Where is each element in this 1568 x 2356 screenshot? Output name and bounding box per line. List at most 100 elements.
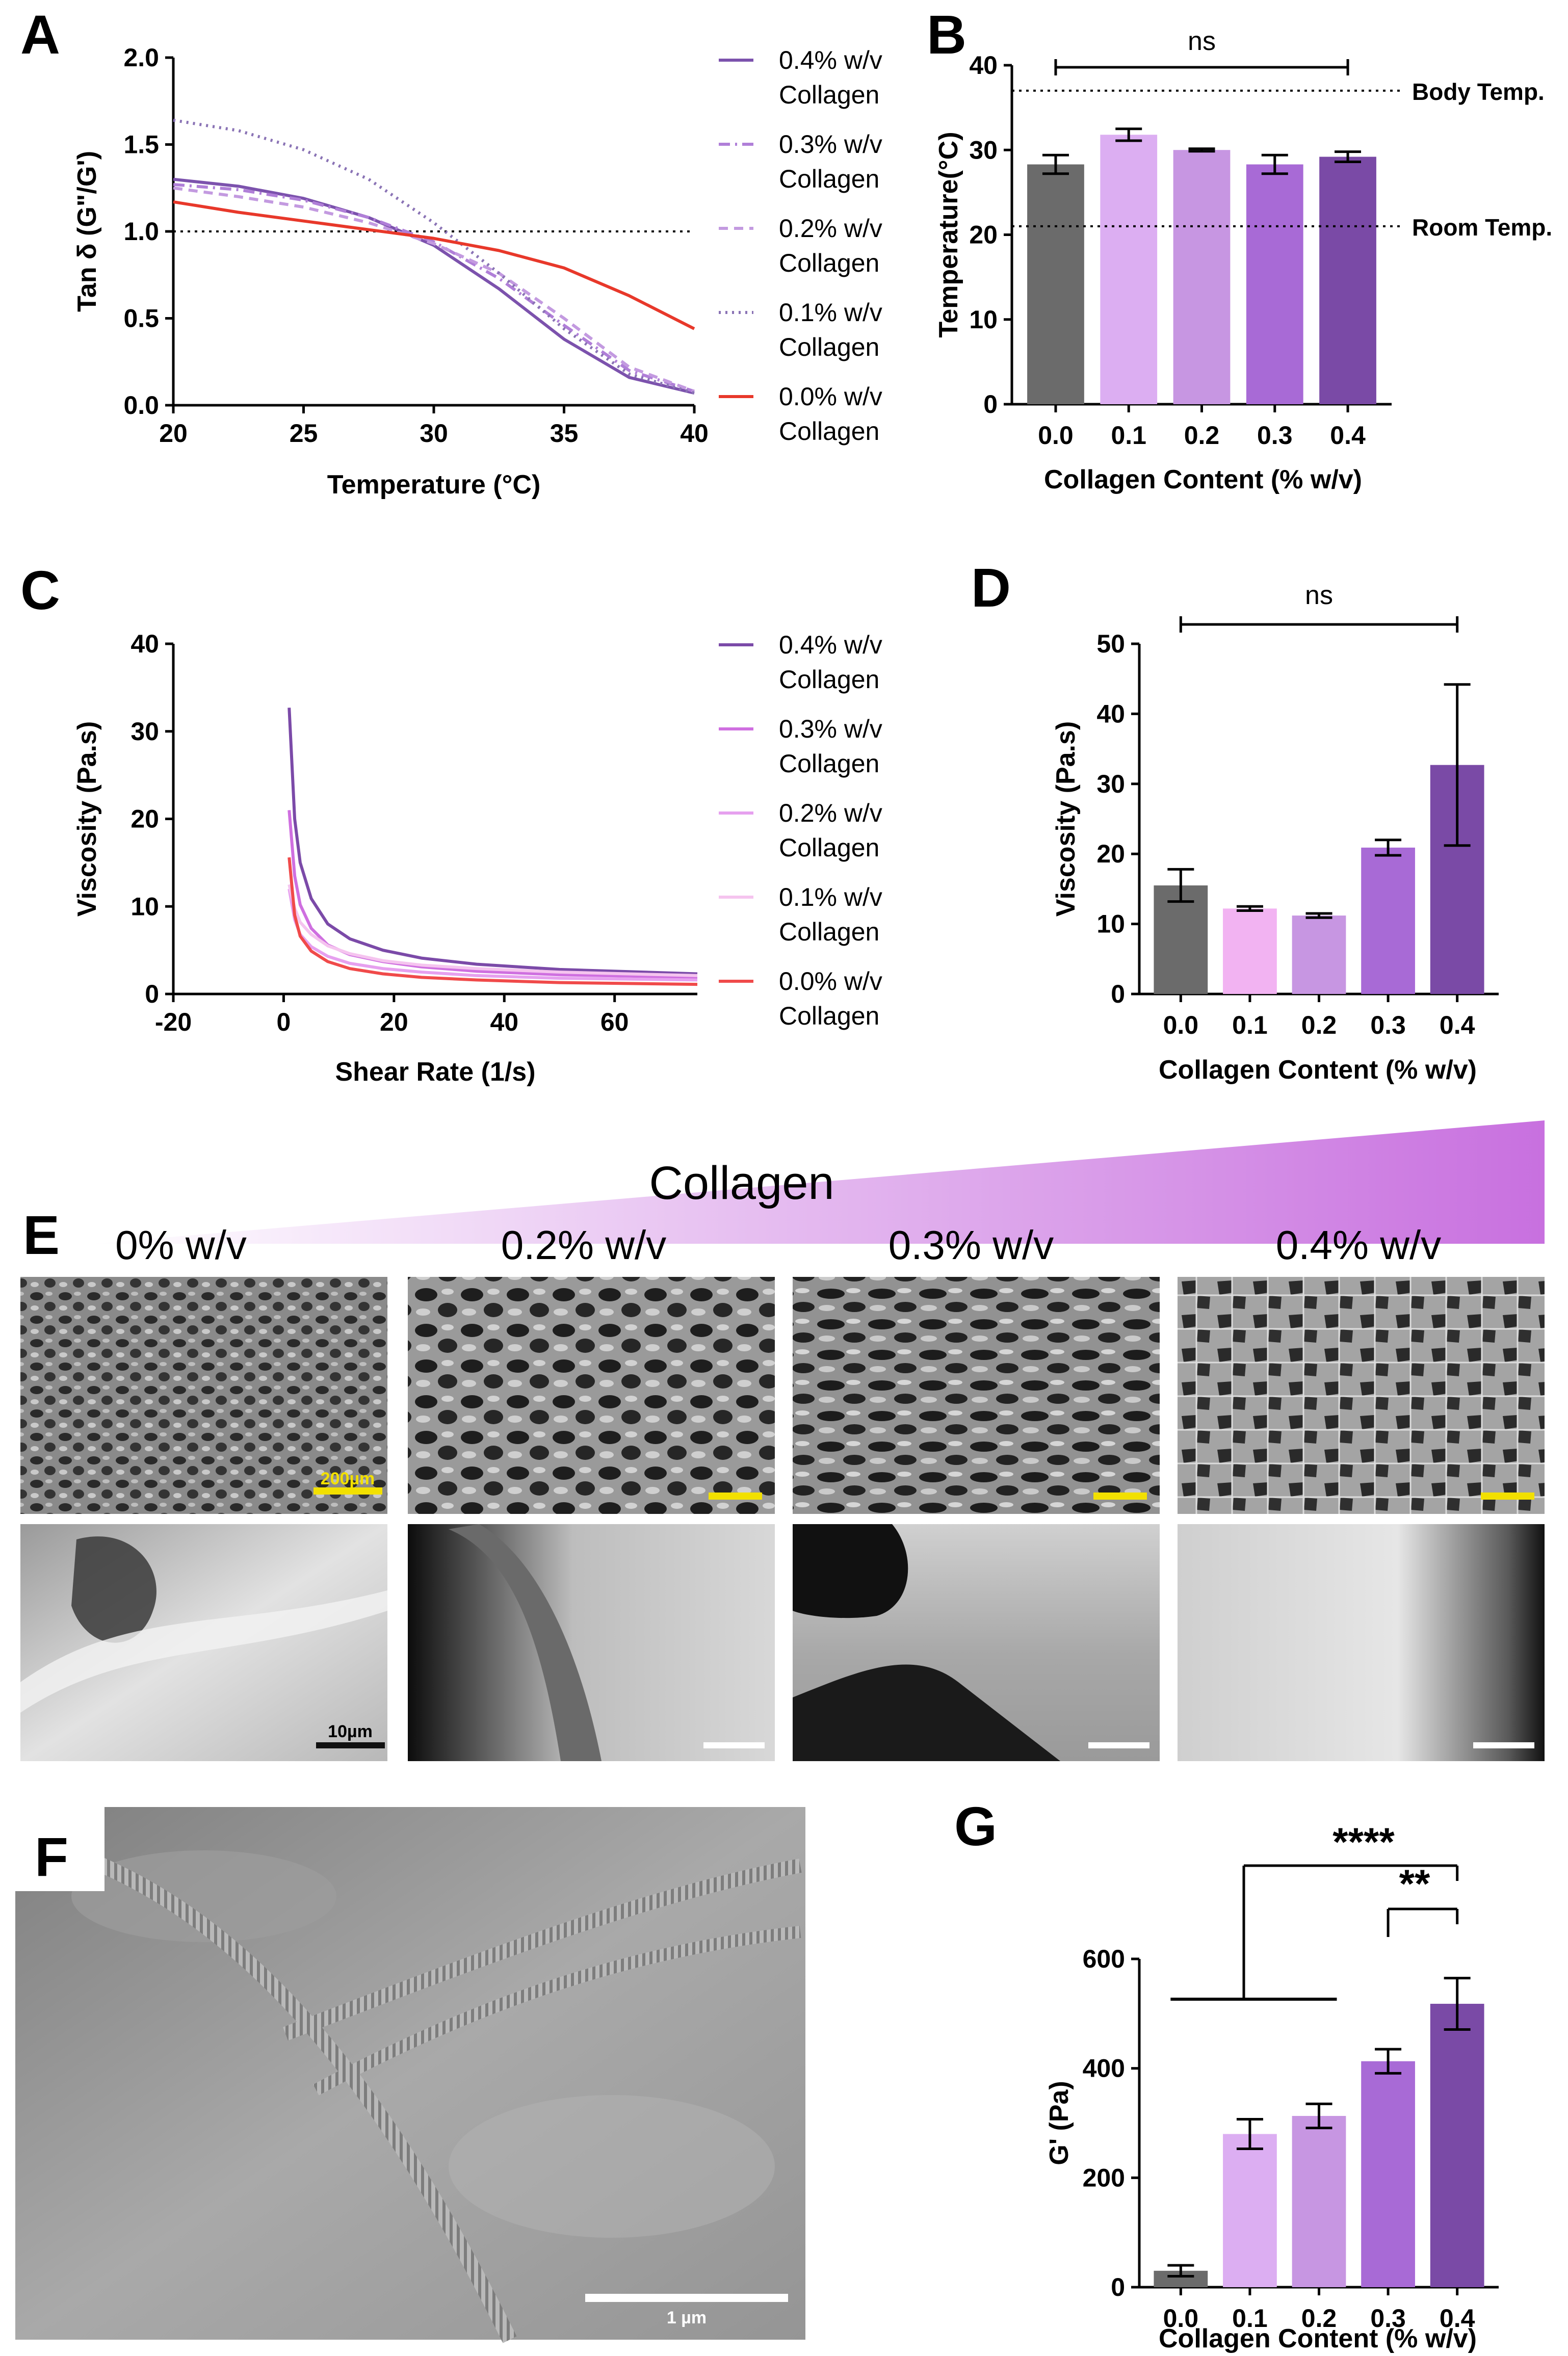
c-series-line [288,857,698,986]
a-series-line [173,177,695,395]
a-y-axis-title: Tan δ (G"/G') [72,151,102,312]
scale-bar-bottom-02 [703,1742,765,1748]
a-series-line [173,186,695,393]
a-legend-label: Collagen [779,417,879,446]
a-x-tick-label: 40 [680,419,709,448]
chart-b: 0 10 20 30 40 0.0 0.1 0.2 0.3 0.4 Body Temp. Room T… [934,27,1552,494]
c-legend-label: Collagen [779,833,879,862]
a-legend-label: Collagen [779,333,879,361]
d-y-tick-label: 0 [1111,980,1125,1008]
sem-pores-04 [1178,1277,1545,1514]
d-y-tick-label: 40 [1096,699,1125,728]
scale-label-top: 200µm [321,1469,375,1488]
d-bar [1223,908,1277,994]
c-y-tick-label: 0 [145,980,159,1008]
a-legend-label: 0.4% w/v [779,46,882,74]
c-legend-label: 0.1% w/v [779,883,882,911]
fibril-2 [282,1858,802,2041]
d-x-tick-label: 0.2 [1301,1011,1337,1039]
g-x-tick-label: 0.2 [1301,2304,1337,2333]
a-y-tick-label: 0.0 [123,391,159,420]
g-x-axis-title: Collagen Content (% w/v) [1159,2324,1477,2353]
sem-fibrils-bump [71,1850,336,1942]
panel-letter-c: C [20,559,60,621]
c-x-tick-label: 0 [277,1008,291,1036]
c-x-tick-label: 60 [600,1008,629,1036]
a-legend-label: Collagen [779,81,879,109]
a-legend-label: Collagen [779,165,879,193]
g-y-tick-label: 400 [1083,2054,1125,2083]
sem-pores-03 [793,1277,1160,1514]
c-legend-label: Collagen [779,665,879,694]
d-x-tick-label: 0.4 [1440,1011,1475,1039]
collagen-title: Collagen [649,1157,834,1209]
b-y-tick-label: 30 [969,136,998,164]
g-y-axis-title: G' (Pa) [1044,2081,1074,2165]
b-significance-label: ns [1188,27,1216,56]
c-x-tick-label: -20 [155,1008,192,1036]
c-y-axis-title: Viscosity (Pa.s) [72,721,102,917]
a-legend-label: Collagen [779,249,879,277]
a-y-tick-label: 0.5 [123,304,159,333]
a-legend-label: 0.2% w/v [779,214,882,243]
panel-e: E Collagen 0% w/v 0.2% w/v 0.3% w/v 0.4%… [20,1120,1545,1761]
d-bar [1361,847,1415,994]
d-y-tick-label: 50 [1096,630,1125,658]
chart-g: 0 200 400 600 0.0 0.1 0.2 0.3 0.4 ****** G' (Pa) Co… [1044,1819,1499,2353]
c-y-tick-label: 40 [130,630,159,658]
a-x-tick-label: 35 [550,419,579,448]
d-x-axis-title: Collagen Content (% w/v) [1159,1055,1477,1085]
scale-bar-top-0 [313,1487,382,1495]
b-x-tick-label: 0.0 [1038,421,1074,450]
b-bar [1100,135,1158,404]
b-bar [1246,164,1303,404]
b-y-tick-label: 20 [969,221,998,249]
g-bar [1223,2134,1277,2287]
sem-pores-0 [20,1277,387,1514]
g-significance-label: **** [1332,1819,1395,1864]
panel-f: F 1 µm [15,1807,805,2343]
sem-fibrils-bump2 [449,2095,775,2238]
scale-bar-top-03 [1093,1493,1147,1500]
scale-bar-bottom-03 [1088,1742,1149,1748]
column-label-0: 0% w/v [115,1222,247,1268]
c-legend-label: 0.0% w/v [779,967,882,996]
panel-letter-d: D [971,557,1011,618]
c-series-line [288,708,698,976]
sem-pores-02 [408,1277,775,1514]
scale-bar-top-02 [709,1493,762,1500]
panel-letter-b: B [927,4,966,65]
column-label-02: 0.2% w/v [501,1222,667,1268]
c-legend-label: 0.2% w/v [779,799,882,827]
d-y-tick-label: 20 [1096,840,1125,868]
a-x-axis-title: Temperature (°C) [327,470,541,500]
b-bar [1319,156,1376,404]
scale-label-f: 1 µm [667,2308,707,2327]
panel-letter-g: G [954,1795,997,1857]
c-legend-label: Collagen [779,749,879,778]
c-legend-label: 0.4% w/v [779,631,882,659]
g-bar [1361,2061,1415,2287]
c-legend-label: 0.3% w/v [779,715,882,743]
b-x-tick-label: 0.4 [1330,421,1366,450]
c-legend-label: Collagen [779,918,879,946]
c-y-tick-label: 10 [130,892,159,921]
b-x-tick-label: 0.1 [1111,421,1146,450]
panel-letter-e: E [23,1204,60,1266]
scale-bar-f [585,2294,788,2302]
g-bar [1292,2116,1346,2287]
a-x-tick-label: 25 [290,419,318,448]
a-x-tick-label: 30 [420,419,448,448]
panel-letter-a: A [20,4,60,65]
column-label-03: 0.3% w/v [888,1222,1054,1268]
d-y-tick-label: 10 [1096,910,1125,938]
c-y-tick-label: 30 [130,717,159,746]
b-y-tick-label: 0 [983,390,998,418]
panel-f-label-bg [15,1807,104,1891]
g-bar [1430,2004,1484,2287]
b-bar [1173,150,1231,404]
d-x-tick-label: 0.1 [1232,1011,1268,1039]
d-significance-label: ns [1305,581,1333,610]
d-bar [1292,915,1346,994]
a-series-line [173,182,695,393]
